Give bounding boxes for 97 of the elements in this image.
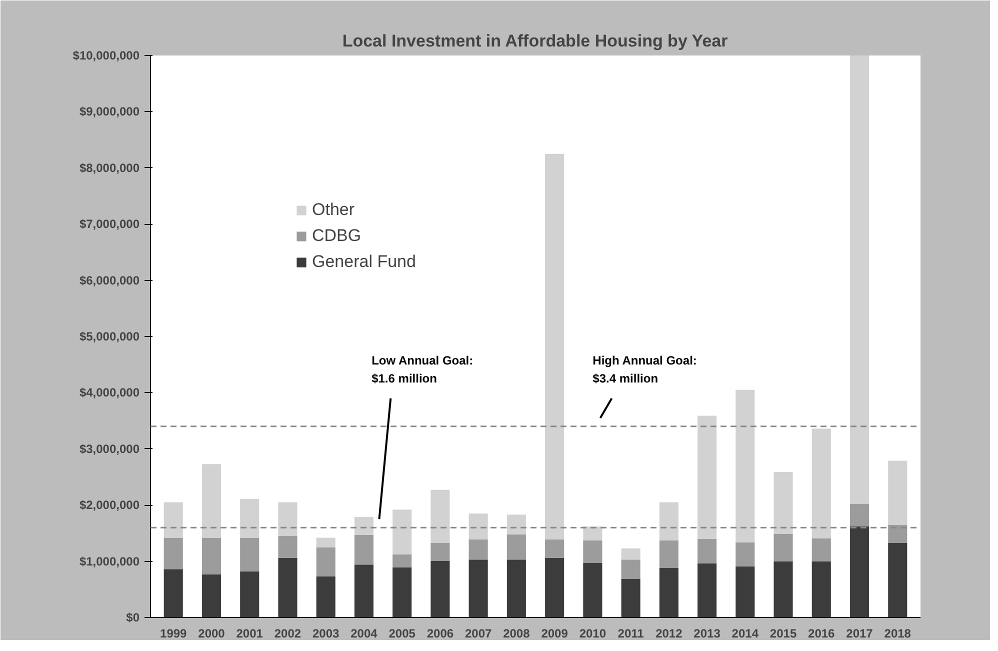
y-tick-label: $6,000,000 bbox=[79, 273, 140, 288]
bar bbox=[621, 548, 640, 560]
x-tick-label: 2015 bbox=[770, 626, 797, 640]
x-tick-label: 2008 bbox=[503, 626, 530, 640]
bar bbox=[850, 526, 870, 618]
bar bbox=[698, 564, 717, 618]
bar bbox=[583, 562, 602, 618]
ref-line-label: High Annual Goal: $3.4 million bbox=[592, 353, 697, 386]
bar bbox=[659, 540, 678, 568]
bar bbox=[659, 568, 678, 618]
bar bbox=[545, 539, 564, 558]
bar bbox=[278, 502, 298, 536]
bar bbox=[240, 538, 260, 572]
x-tick-label: 1999 bbox=[160, 626, 188, 640]
bar bbox=[812, 538, 831, 562]
x-tick-label: 2013 bbox=[694, 626, 721, 640]
bar bbox=[698, 538, 717, 564]
bar bbox=[888, 460, 908, 525]
bar bbox=[392, 554, 412, 568]
bar bbox=[164, 569, 183, 618]
bar bbox=[888, 524, 908, 543]
bar bbox=[583, 526, 602, 541]
chart-title: Local Investment in Affordable Housing by Year bbox=[342, 32, 728, 50]
y-tick-label: $5,000,000 bbox=[79, 330, 140, 344]
bar bbox=[202, 574, 222, 618]
x-tick-label: 2004 bbox=[350, 626, 378, 640]
bar bbox=[278, 536, 298, 558]
x-tick-label: 2000 bbox=[198, 626, 226, 640]
x-tick-label: 2018 bbox=[884, 626, 912, 640]
legend-label: General Fund bbox=[312, 252, 416, 272]
bar bbox=[736, 390, 755, 542]
bar bbox=[392, 510, 412, 555]
x-tick-label: 2006 bbox=[426, 626, 454, 640]
x-tick-label: 2017 bbox=[846, 626, 874, 640]
x-tick-label: 2009 bbox=[541, 626, 568, 640]
x-tick-label: 2010 bbox=[579, 626, 606, 640]
bar bbox=[545, 154, 564, 540]
bar bbox=[812, 428, 831, 538]
bar bbox=[202, 538, 222, 574]
x-tick-label: 2016 bbox=[808, 626, 836, 640]
x-tick-label: 2012 bbox=[656, 626, 683, 640]
bar bbox=[430, 542, 450, 561]
bar bbox=[354, 516, 374, 535]
bar bbox=[583, 540, 602, 563]
x-tick-label: 2011 bbox=[618, 626, 644, 640]
bar bbox=[698, 416, 717, 539]
y-tick-label: $4,000,000 bbox=[79, 386, 140, 400]
bar bbox=[621, 578, 640, 618]
y-tick-label: $2,000,000 bbox=[79, 498, 140, 512]
bar bbox=[621, 560, 640, 579]
bar bbox=[736, 542, 755, 566]
bar bbox=[506, 534, 526, 560]
y-tick-label: $1,000,000 bbox=[79, 554, 140, 568]
y-tick-label: $3,000,000 bbox=[79, 442, 140, 456]
legend-label: CDBG bbox=[312, 226, 362, 246]
bar bbox=[164, 538, 183, 570]
bar bbox=[240, 498, 260, 538]
x-tick-label: 2014 bbox=[732, 626, 759, 640]
bar bbox=[545, 558, 564, 618]
bar bbox=[316, 547, 336, 576]
x-tick-label: 2007 bbox=[464, 626, 492, 640]
bar bbox=[354, 564, 374, 618]
bar bbox=[888, 542, 908, 618]
x-tick-label: 2005 bbox=[388, 626, 416, 640]
bar bbox=[202, 464, 222, 538]
bar bbox=[468, 539, 488, 560]
bar bbox=[316, 576, 336, 618]
bar bbox=[430, 560, 450, 618]
bar bbox=[506, 560, 526, 618]
x-tick-label: 2001 bbox=[236, 626, 264, 640]
bar bbox=[850, 504, 870, 526]
x-tick-label: 2002 bbox=[274, 626, 302, 640]
x-tick-label: 2003 bbox=[312, 626, 340, 640]
bar bbox=[506, 514, 526, 534]
bar bbox=[430, 490, 450, 543]
y-tick-label: $8,000,000 bbox=[79, 160, 140, 175]
legend-label: Other bbox=[312, 200, 355, 220]
y-tick-label: $10,000,000 bbox=[72, 48, 140, 62]
bar bbox=[850, 56, 870, 504]
bar bbox=[812, 561, 831, 618]
bar bbox=[774, 534, 793, 562]
y-tick-label: $9,000,000 bbox=[79, 104, 140, 119]
ref-line-label: Low Annual Goal: $1.6 million bbox=[372, 353, 474, 386]
bar bbox=[774, 472, 793, 534]
bar bbox=[774, 561, 793, 618]
bar bbox=[316, 538, 336, 548]
bar bbox=[392, 567, 412, 618]
bar bbox=[659, 502, 678, 541]
bar bbox=[354, 534, 374, 565]
bar bbox=[240, 571, 260, 618]
y-tick-label: $7,000,000 bbox=[79, 217, 140, 232]
bar bbox=[736, 566, 755, 618]
bar bbox=[278, 558, 298, 618]
bar bbox=[468, 514, 488, 540]
bar bbox=[164, 502, 183, 538]
y-tick-label: $0 bbox=[126, 610, 140, 624]
bar bbox=[468, 560, 488, 618]
